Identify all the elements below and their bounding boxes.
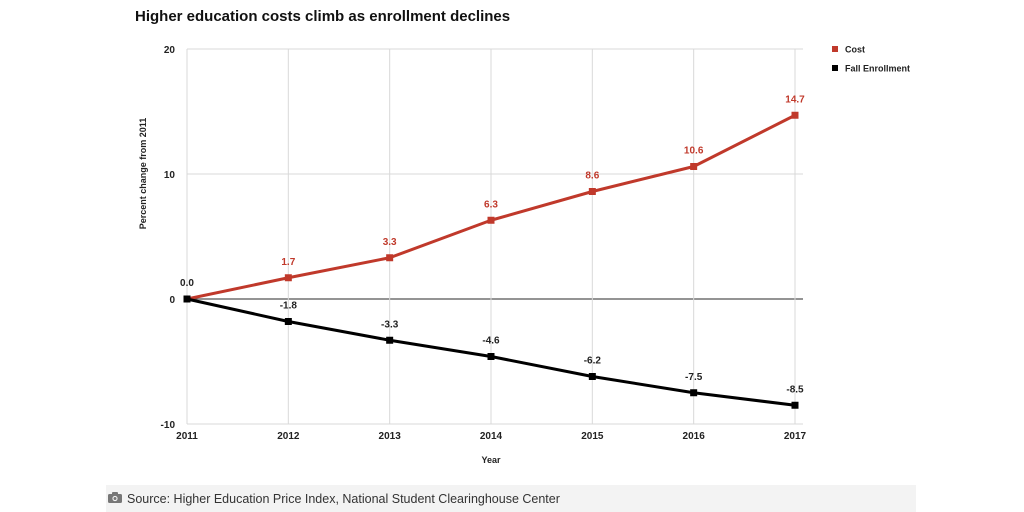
cost-point (791, 111, 799, 119)
enrollment-point (791, 401, 799, 409)
legend: Cost Fall Enrollment (832, 45, 910, 74)
y-tick-label: 0 (169, 295, 175, 306)
cost-data-label: 14.7 (785, 94, 805, 105)
x-tick-label: 2016 (683, 431, 706, 442)
data-labels: 0.0 1.7 3.3 6.3 8.6 10.6 14.7 -1.8 -3.3 -4.6 -6.2 -… (180, 94, 805, 395)
enrollment-data-label: -8.5 (786, 384, 804, 395)
x-tick-label: 2014 (480, 431, 503, 442)
cost-point (588, 188, 596, 195)
enrollment-data-label: -4.6 (482, 336, 500, 347)
x-tick-label: 2017 (784, 431, 807, 442)
cost-data-label: 3.3 (383, 237, 397, 248)
x-tick-label: 2015 (581, 431, 604, 442)
enrollment-data-label: -7.5 (685, 372, 703, 383)
enrollment-point (386, 336, 394, 344)
enrollment-point (487, 353, 495, 360)
y-axis-title: Percent change from 2011 (138, 118, 148, 230)
grid-lines (186, 48, 803, 425)
cost-data-label: 10.6 (684, 146, 704, 157)
enrollment-point (588, 373, 596, 380)
enrollment-data-label: -6.2 (584, 356, 602, 367)
y-tick-label: 10 (164, 170, 176, 181)
cost-point (690, 163, 698, 170)
cost-data-label: 8.6 (585, 171, 599, 182)
cost-point (386, 254, 394, 262)
y-tick-label: -10 (161, 420, 176, 431)
legend-swatch (832, 46, 838, 52)
enrollment-data-label: -1.8 (280, 301, 298, 312)
legend-label: Cost (845, 45, 865, 55)
enrollment-data-label: -3.3 (381, 319, 399, 330)
enrollment-point (284, 318, 292, 325)
cost-data-label: 6.3 (484, 199, 498, 210)
chart-title: Higher education costs climb as enrollme… (135, 8, 511, 25)
x-tick-label: 2013 (379, 431, 402, 442)
y-tick-label: 20 (164, 45, 176, 56)
cost-data-label: 0.0 (180, 278, 194, 289)
legend-swatch (832, 65, 838, 71)
camera-icon (108, 492, 122, 506)
cost-point (284, 274, 292, 282)
x-axis-title: Year (481, 455, 501, 465)
series-lines (183, 111, 799, 409)
x-tick-label: 2012 (277, 431, 300, 442)
enrollment-point (690, 389, 698, 397)
cost-point (487, 216, 495, 224)
cost-data-label: 1.7 (281, 257, 295, 268)
source-note: Source: Higher Education Price Index, Na… (108, 492, 560, 506)
legend-label: Fall Enrollment (845, 64, 910, 74)
x-tick-label: 2011 (176, 431, 198, 442)
source-text: Source: Higher Education Price Index, Na… (127, 492, 560, 506)
enrollment-point (183, 295, 191, 303)
footer-bar (106, 485, 916, 512)
